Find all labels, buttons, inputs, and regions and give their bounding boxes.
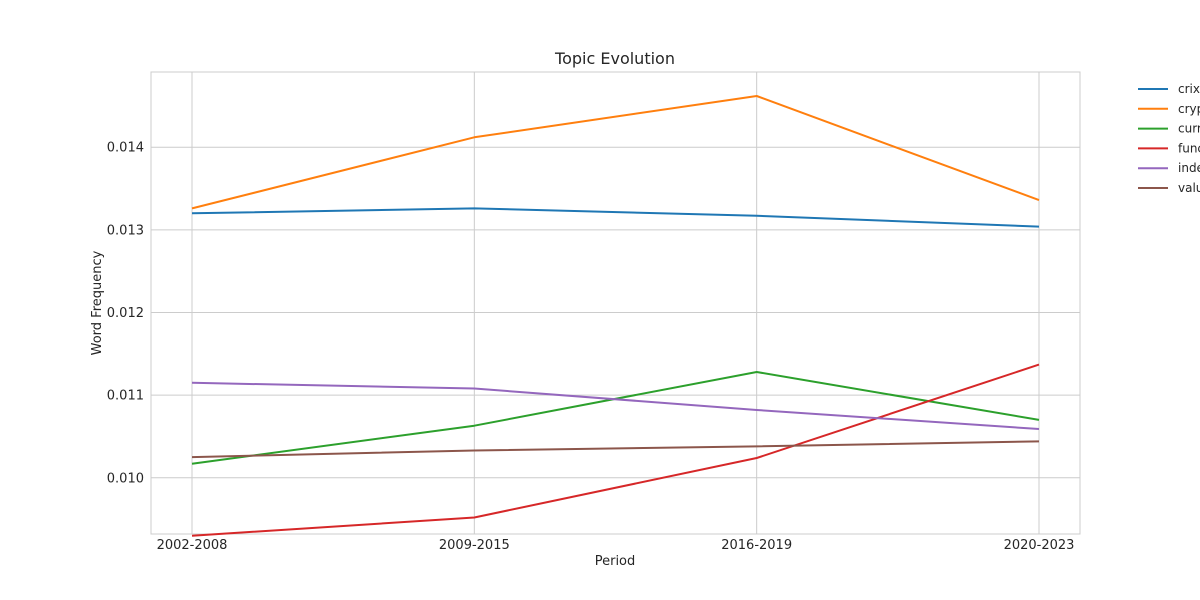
legend-label-cryp: cryp	[1178, 102, 1200, 116]
y-tick-label: 0.010	[107, 471, 144, 486]
x-tick-label: 2016-2019	[721, 538, 792, 553]
series-line-crix	[191, 207, 1040, 228]
x-tick-label: 2002-2008	[157, 538, 228, 553]
series-line-cryp	[191, 95, 1040, 210]
y-tick-label: 0.013	[107, 223, 144, 238]
y-tick-labels: 0.010 0.011 0.012 0.013 0.014	[107, 141, 144, 487]
series-line-func	[191, 363, 1040, 537]
x-tick-label: 2009-2015	[439, 538, 510, 553]
series-line-valu	[191, 440, 1040, 459]
y-tick-label: 0.012	[107, 306, 144, 321]
x-tick-label: 2020-2023	[1004, 538, 1075, 553]
x-axis-label: Period	[595, 554, 636, 569]
legend-label-valu: valu	[1178, 181, 1200, 195]
y-axis-label: Word Frequency	[90, 250, 105, 355]
y-tick-label: 0.014	[107, 141, 144, 156]
series-lines	[191, 95, 1040, 537]
legend-label-curr: curr	[1178, 122, 1200, 136]
grid-lines	[151, 72, 1080, 534]
plot-background	[150, 71, 1081, 535]
series-line-inde	[191, 381, 1040, 430]
legend-label-crix: crix	[1178, 82, 1200, 96]
x-tick-labels: 2002-2008 2009-2015 2016-2019 2020-2023	[157, 538, 1075, 553]
legend-label-func: func	[1178, 141, 1200, 155]
chart-title: Topic Evolution	[554, 49, 675, 68]
y-tick-label: 0.011	[107, 389, 144, 404]
legend: crix cryp curr func inde valu	[1138, 82, 1200, 195]
legend-label-inde: inde	[1178, 161, 1200, 175]
